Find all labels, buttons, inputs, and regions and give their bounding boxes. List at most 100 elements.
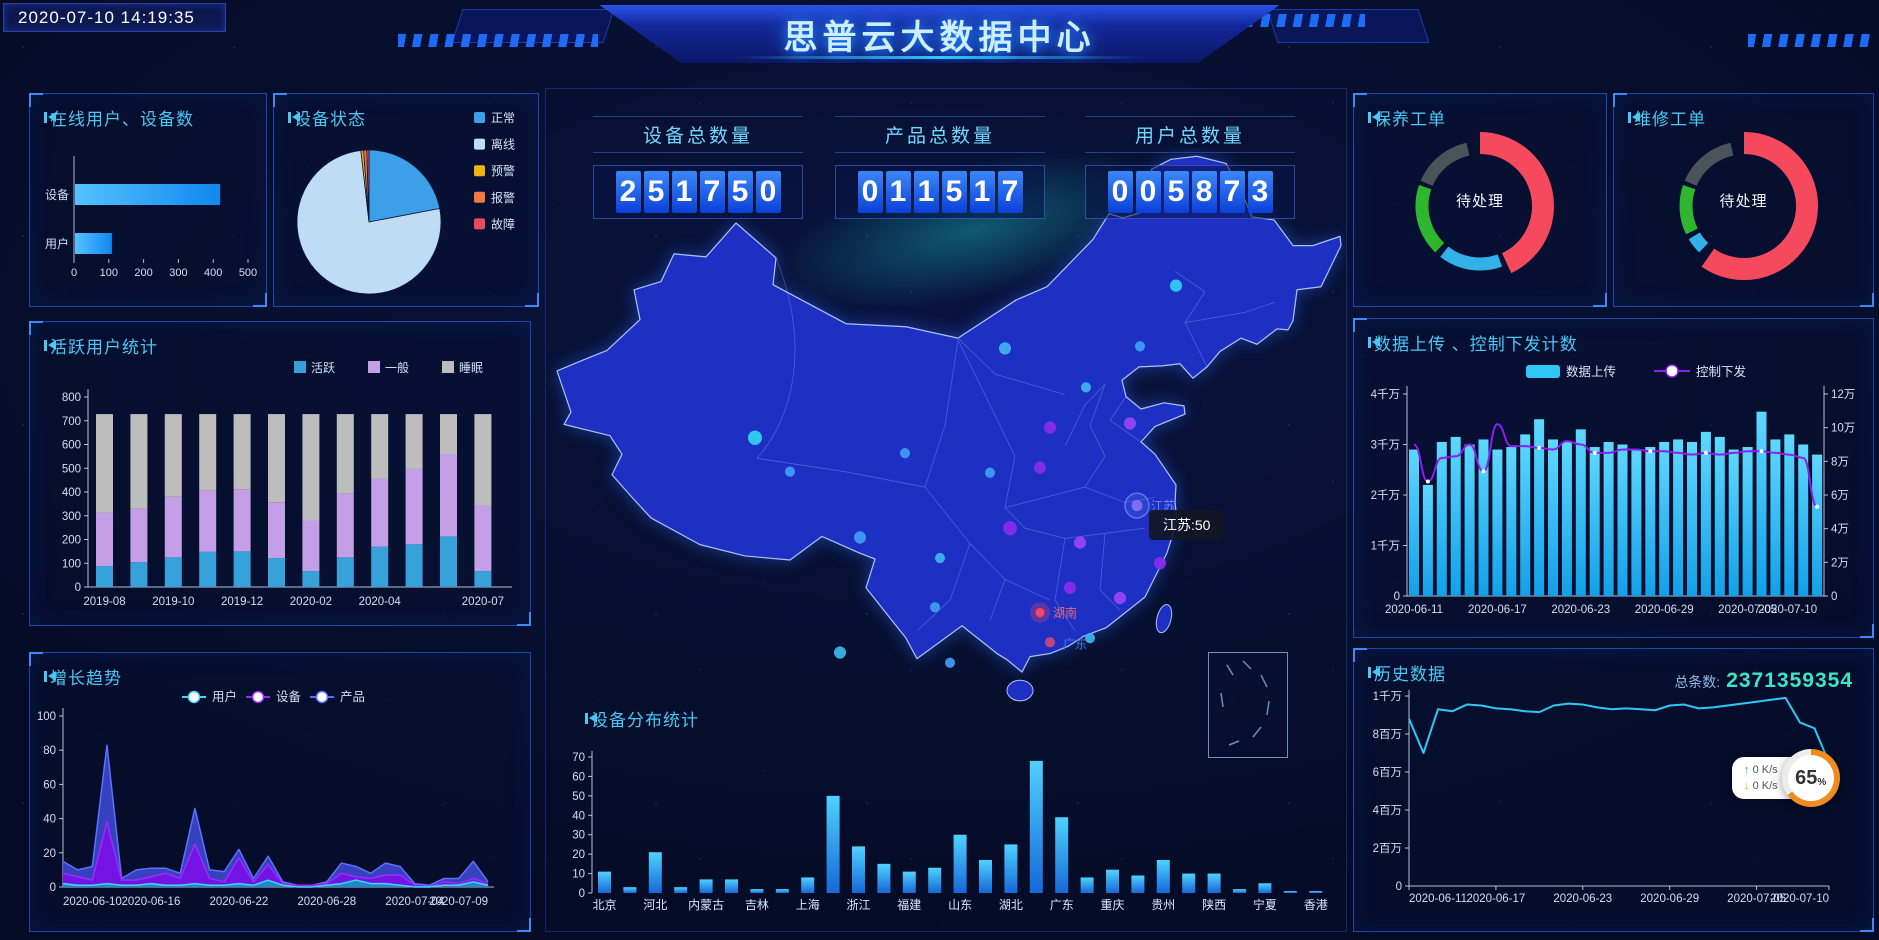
- counter-digit: 1: [913, 171, 939, 213]
- map-data-point[interactable]: [900, 448, 910, 459]
- panel-title-icon: [585, 713, 597, 724]
- china-map[interactable]: 江苏 湖南 广东: [545, 148, 1345, 708]
- map-point-guangdong[interactable]: [1045, 637, 1055, 648]
- svg-text:6百万: 6百万: [1373, 767, 1402, 779]
- map-data-point[interactable]: [945, 657, 955, 668]
- repair-donut-chart[interactable]: [1614, 94, 1873, 306]
- network-speed-widget: ↑ 0 K/s ↓ 0 K/s 65%: [1732, 749, 1840, 807]
- panel-title: 保养工单: [1374, 110, 1446, 129]
- svg-text:500: 500: [239, 267, 257, 279]
- map-data-point[interactable]: [1081, 382, 1091, 393]
- svg-text:2020-06-29: 2020-06-29: [1635, 604, 1694, 616]
- panel-title-distribution: 设备分布统计: [585, 706, 699, 731]
- counter-digit: 2: [615, 171, 641, 213]
- panel-title-icon: [44, 671, 56, 682]
- map-data-point[interactable]: [935, 552, 945, 564]
- map-data-point[interactable]: [1074, 536, 1086, 549]
- online-users-devices-chart[interactable]: 设备 用户 0 100 200 300 400 500: [30, 94, 266, 306]
- svg-text:20: 20: [43, 848, 56, 860]
- map-data-point[interactable]: [1135, 341, 1145, 352]
- panel-title-icon: [44, 112, 56, 123]
- map-data-point[interactable]: [930, 602, 940, 613]
- legend-item-产品[interactable]: 产品: [310, 690, 365, 704]
- map-data-point[interactable]: [748, 430, 762, 445]
- counter-digit: 8: [1191, 171, 1217, 213]
- panel-online-users-devices: 在线用户、设备数 设备 用户 0 100 200 300 400 500: [29, 93, 267, 307]
- legend-item-正常[interactable]: 正常: [474, 111, 515, 125]
- svg-text:300: 300: [169, 267, 187, 279]
- svg-text:2020-06-22: 2020-06-22: [209, 896, 268, 908]
- svg-text:100: 100: [62, 558, 81, 570]
- repair-center-label: 待处理: [1719, 192, 1768, 210]
- map-data-point[interactable]: [1154, 556, 1166, 570]
- map-data-point[interactable]: [1124, 417, 1136, 430]
- legend-item-睡眠[interactable]: 睡眠: [442, 361, 483, 375]
- active-users-chart[interactable]: 活跃 一般 睡眠 0 100 200 300 400 500 600 700 800 2019-08 20…: [30, 322, 530, 625]
- map-data-point[interactable]: [1064, 581, 1076, 594]
- legend-item-设备[interactable]: 设备: [246, 689, 302, 704]
- svg-text:2019-12: 2019-12: [221, 596, 263, 608]
- map-point-hunan[interactable]: [1035, 607, 1045, 618]
- legend-item-活跃[interactable]: 活跃: [294, 361, 335, 375]
- svg-text:2千万: 2千万: [1371, 489, 1400, 502]
- svg-text:山东: 山东: [948, 898, 972, 912]
- svg-text:2020-07-09: 2020-07-09: [429, 896, 488, 908]
- map-data-point[interactable]: [1003, 520, 1017, 536]
- svg-text:上海: 上海: [796, 897, 820, 912]
- legend-item-报警[interactable]: 报警: [474, 190, 515, 205]
- svg-text:福建: 福建: [897, 897, 921, 912]
- map-point-jiangsu[interactable]: [1131, 499, 1143, 512]
- legend-item-预警[interactable]: 预警: [474, 163, 515, 178]
- map-data-point[interactable]: [999, 342, 1011, 355]
- legend-item-数据上传[interactable]: 数据上传: [1526, 364, 1616, 379]
- map-data-point[interactable]: [985, 467, 995, 478]
- device-distribution-chart[interactable]: 0 10 20 30 40 50 60 70 北京 河北 内蒙古 吉林 上海 浙江 福建 山东 湖北 广东 重庆 贵州…: [545, 700, 1345, 935]
- map-data-point[interactable]: [854, 531, 866, 544]
- svg-text:2020-02: 2020-02: [290, 596, 332, 608]
- panel-title-icon: [1368, 112, 1380, 123]
- history-line-chart[interactable]: 0 2百万 4百万 6百万 8百万 1千万 2020-06-11 2020-06-17 2020…: [1354, 649, 1873, 931]
- header-banner: 思普云大数据中心: [599, 5, 1280, 63]
- svg-text:产品: 产品: [340, 690, 365, 704]
- panel-title: 设备状态: [294, 110, 366, 129]
- svg-text:广东: 广东: [1063, 637, 1087, 651]
- legend-item-故障[interactable]: 故障: [474, 216, 515, 231]
- legend-item-离线[interactable]: 离线: [474, 137, 515, 152]
- maintenance-donut-chart[interactable]: [1354, 94, 1606, 306]
- svg-text:2020-06-10: 2020-06-10: [63, 896, 122, 908]
- legend-item-控制下发[interactable]: 控制下发: [1654, 364, 1747, 379]
- map-data-point[interactable]: [1085, 632, 1095, 644]
- map-data-point[interactable]: [834, 646, 846, 659]
- growth-trend-chart[interactable]: 用户 设备 产品 0 20 40 60 80 100 2020-06-10 2020-06-16 20…: [30, 653, 530, 931]
- panel-title: 在线用户、设备数: [50, 110, 194, 129]
- svg-text:60: 60: [572, 771, 585, 783]
- device-status-pie-chart[interactable]: 正常离线预警报警故障: [274, 94, 538, 306]
- svg-text:20: 20: [572, 849, 585, 861]
- svg-text:6万: 6万: [1831, 490, 1849, 502]
- svg-text:30: 30: [572, 830, 585, 842]
- svg-text:8百万: 8百万: [1373, 729, 1402, 741]
- legend-item-用户[interactable]: 用户: [182, 689, 237, 704]
- map-data-point[interactable]: [785, 466, 795, 477]
- panel-title-icon: [288, 112, 300, 123]
- counter-digit: 1: [969, 171, 995, 213]
- province-borders: [756, 257, 1276, 632]
- south-china-sea-inset: [1208, 652, 1288, 758]
- svg-text:4千万: 4千万: [1371, 388, 1400, 401]
- download-arrow-icon: ↓: [1744, 780, 1750, 792]
- map-data-point[interactable]: [1170, 279, 1182, 292]
- svg-text:睡眠: 睡眠: [459, 361, 483, 375]
- upload-control-chart[interactable]: 数据上传 控制下发 0 1千万 2千万 3千万 4千万 0 2万 4万 6万 8万 10万 12万 2020…: [1354, 319, 1873, 637]
- svg-text:重庆: 重庆: [1100, 898, 1124, 912]
- counter-digit: 7: [699, 171, 725, 213]
- map-data-point[interactable]: [1044, 421, 1056, 434]
- svg-text:宁夏: 宁夏: [1253, 897, 1277, 912]
- svg-text:2020-06-11: 2020-06-11: [1385, 604, 1443, 616]
- svg-text:控制下发: 控制下发: [1696, 364, 1747, 379]
- legend-item-一般[interactable]: 一般: [368, 360, 409, 375]
- panel-active-users: 活跃用户统计 活跃 一般 睡眠 0 100 200 300 400 500 600 700 800 20…: [29, 321, 531, 626]
- map-data-point[interactable]: [1034, 461, 1046, 474]
- map-data-point[interactable]: [1114, 591, 1126, 605]
